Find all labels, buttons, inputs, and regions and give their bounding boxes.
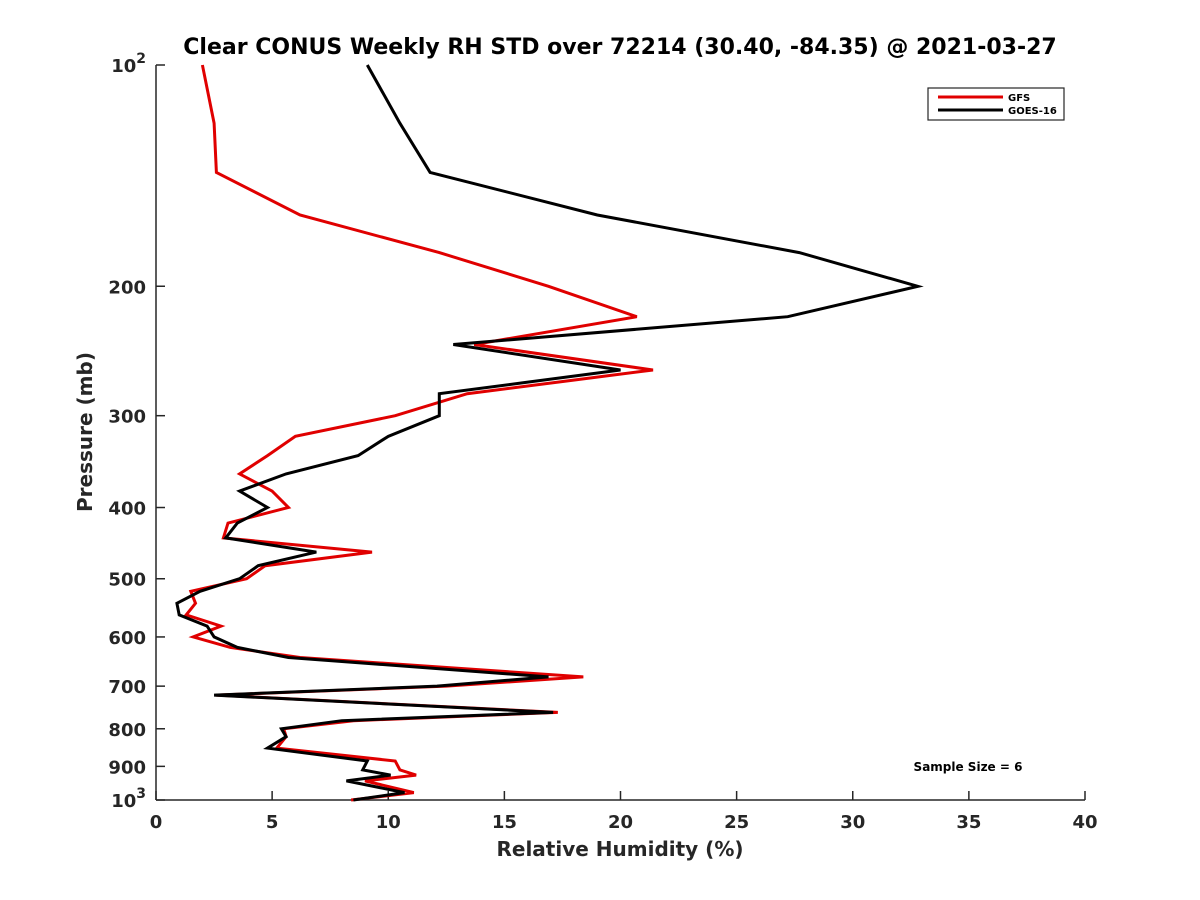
y-tick-exponent: 2 (136, 51, 146, 67)
y-tick-label: 700 (108, 677, 146, 698)
legend-label: GOES-16 (1008, 106, 1057, 117)
y-tick-label: 103 (111, 786, 146, 812)
x-tick-label: 20 (608, 812, 633, 833)
x-ticks: 0 5 10 15 20 25 30 35 40 (150, 791, 1098, 833)
axes (155, 65, 1085, 801)
sample-size-annotation: Sample Size = 6 (914, 760, 1023, 774)
y-tick-label: 600 (108, 628, 146, 649)
legend: GFS GOES-16 (927, 87, 1065, 121)
y-tick-label: 300 (108, 407, 146, 428)
x-axis-label: Relative Humidity (%) (496, 837, 743, 861)
x-tick-label: 15 (492, 812, 517, 833)
x-tick-label: 5 (266, 812, 279, 833)
x-tick-label: 40 (1072, 812, 1097, 833)
y-tick-base: 10 (111, 56, 136, 77)
series-line-goes-16 (175, 64, 924, 802)
chart-title: Clear CONUS Weekly RH STD over 72214 (30… (183, 35, 1056, 60)
y-tick-exponent: 3 (136, 786, 146, 802)
series-lines (175, 64, 924, 802)
x-tick-label: 10 (376, 812, 401, 833)
series-line-gfs (183, 64, 654, 802)
y-tick-label: 200 (108, 277, 146, 298)
y-tick-label: 400 (108, 499, 146, 520)
y-tick-base: 10 (111, 791, 136, 812)
x-tick-label: 25 (724, 812, 749, 833)
x-tick-label: 35 (956, 812, 981, 833)
y-axis-label: Pressure (mb) (73, 352, 97, 512)
legend-box (927, 87, 1065, 121)
y-tick-label: 102 (111, 51, 146, 77)
legend-label: GFS (1008, 93, 1030, 104)
x-tick-label: 0 (150, 812, 163, 833)
y-tick-label: 900 (108, 757, 146, 778)
x-tick-label: 30 (840, 812, 865, 833)
y-tick-label: 800 (108, 720, 146, 741)
y-tick-label: 500 (108, 570, 146, 591)
